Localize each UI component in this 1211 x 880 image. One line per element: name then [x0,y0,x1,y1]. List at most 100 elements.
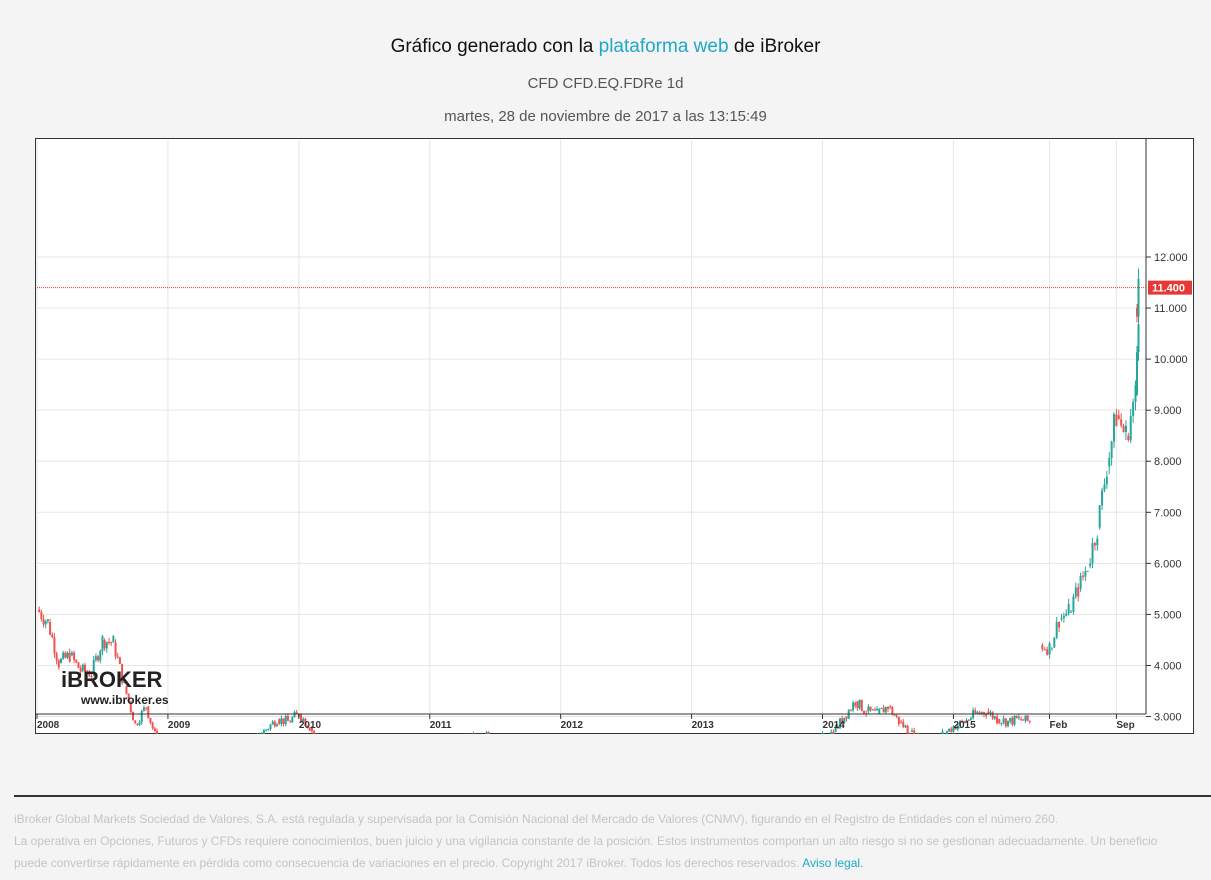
candle-body [295,712,298,714]
candle-body [1110,441,1113,459]
ibroker-watermark: iBROKER www.ibroker.es [61,667,169,707]
y-tick-label: 10.000 [1154,354,1188,366]
candle-body [1103,484,1106,491]
candle-body [1086,570,1089,572]
candle-body [1048,643,1051,655]
candle-body [1115,414,1118,427]
candle-body [985,714,988,716]
candle-body [843,717,846,724]
candle-body [974,710,977,714]
candle-body [1120,419,1123,426]
x-tick-label: 2011 [430,720,452,731]
candle-body [867,706,870,712]
platform-link[interactable]: plataforma web [598,36,729,57]
candle-body [487,732,490,734]
candle-body [963,721,966,723]
watermark-url: www.ibroker.es [80,693,169,707]
candle-body [1081,575,1084,577]
candle-body [46,619,49,622]
candle-body [993,716,996,719]
candle-body [282,718,285,725]
candle-body [125,685,128,694]
candle-body [1098,505,1101,528]
candle-body [976,712,979,714]
candle-body [1026,715,1029,721]
candle-body [987,711,990,714]
candle-body [950,728,953,732]
candle-body [832,731,835,734]
x-tick-label: 2015 [953,720,976,731]
candle-body [1105,477,1108,485]
candle-body [998,719,1001,724]
candle-body [1024,715,1027,721]
x-tick-label: 2012 [561,720,584,731]
candle-body [1113,414,1116,442]
candle-body [289,721,292,723]
candle-body [84,664,87,672]
candle-body [127,693,130,702]
candle-body [969,718,972,720]
chart-grid [36,140,1146,718]
candle-body [156,731,159,734]
x-tick-label: 2008 [37,720,60,731]
candle-body [138,722,141,725]
candles [38,268,1140,734]
candle-body [267,729,270,731]
chart-subtitle: CFD CFD.EQ.FDRe 1d [527,75,684,92]
candle-body [1137,278,1140,317]
candle-body [151,722,154,729]
candle-body [1096,538,1099,546]
candle-body [821,732,824,734]
candle-body [1137,324,1140,353]
candle-body [1124,425,1127,433]
candle-body [989,712,992,714]
candle-body [871,709,874,711]
candle-body [910,730,913,732]
candle-body [952,726,955,732]
x-tick-label: 2010 [299,720,322,731]
candle-body [86,671,89,673]
price-chart[interactable]: iBROKER www.ibroker.es 2.0003.0004.0005.… [35,138,1194,734]
candle-body [1050,647,1053,649]
candle-body [862,710,865,714]
candle-body [49,622,52,635]
candle-body [836,726,839,729]
candle-body [142,707,145,711]
x-tick-label: 2014 [823,720,846,731]
candle-body [1077,587,1080,597]
chart-frame [35,138,1194,734]
candle-body [958,720,961,726]
candle-body [60,658,63,663]
candle-body [886,706,889,709]
candle-body [1046,649,1049,655]
y-tick-label: 9.000 [1154,405,1182,417]
candle-body [945,731,948,734]
candle-body [134,720,137,723]
candle-body [889,706,892,708]
candle-body [114,642,117,657]
watermark-logo: iBROKER [61,667,163,692]
candle-body [1084,571,1087,577]
candle-body [1091,543,1094,564]
candle-body [112,636,115,643]
candle-body [153,728,156,732]
candle-body [967,719,970,721]
candle-body [99,651,102,661]
footer-line-2-text: La operativa en Opciones, Futuros y CFDs… [14,834,1158,870]
candle-body [103,639,106,649]
footer-line-1: iBroker Global Markets Sociedad de Valor… [14,812,1059,826]
candle-body [869,706,872,711]
candle-body [845,716,848,719]
legal-notice-link[interactable]: Aviso legal. [802,856,864,870]
candle-body [90,676,93,678]
candle-body [273,721,276,727]
candle-body [948,728,951,732]
candle-body [280,718,283,724]
candle-body [1028,720,1031,722]
candle-body [44,621,47,625]
candle-body [136,724,139,726]
candle-body [310,726,313,732]
candle-body [1129,415,1132,441]
candle-body [1070,611,1073,613]
candle-body [1043,649,1046,651]
